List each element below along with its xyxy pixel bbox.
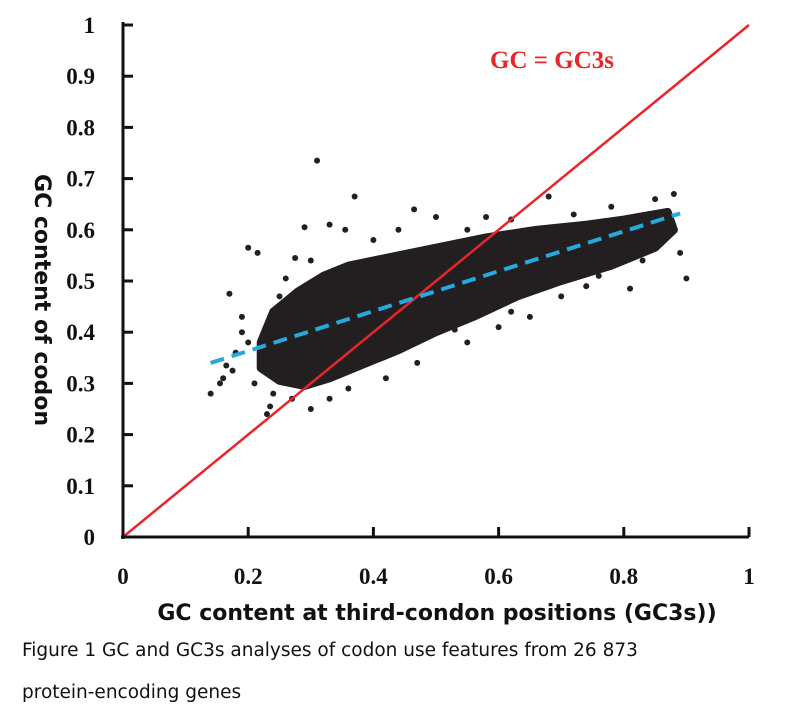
data-point [226, 290, 233, 297]
data-point [220, 375, 227, 382]
y-tick-label: 1 [84, 13, 96, 38]
data-point [245, 339, 252, 346]
data-point [495, 324, 502, 331]
y-tick-label: 0 [84, 525, 96, 550]
data-point [652, 196, 659, 203]
data-point [370, 237, 377, 244]
scatter-chart: 0 0.1 0.2 0.3 0.4 0.5 0.6 0.7 0.8 0.9 1 0 0.2 0.4 0.6 0… [29, 13, 755, 626]
data-point [254, 249, 261, 256]
data-point [658, 237, 665, 244]
dense-point-cloud [256, 207, 678, 390]
data-point [677, 249, 684, 256]
data-point [292, 254, 299, 261]
data-point [351, 193, 358, 200]
data-point [414, 359, 421, 366]
data-point [464, 226, 471, 233]
data-point [267, 403, 274, 410]
data-point [326, 221, 333, 228]
data-point [608, 203, 615, 210]
data-point [270, 390, 277, 397]
data-point [282, 275, 289, 282]
data-point [301, 224, 308, 231]
data-point [670, 190, 677, 197]
y-tick-label: 0.2 [66, 423, 95, 448]
data-point [342, 226, 349, 233]
data-point [238, 329, 245, 336]
reference-line-gc-equals-gc3s [122, 24, 750, 538]
y-tick-label: 0.6 [66, 218, 95, 243]
trend-line [210, 211, 681, 365]
data-point [683, 275, 690, 282]
y-tick-label: 0.3 [66, 371, 95, 396]
y-tick-label: 0.9 [66, 64, 95, 89]
data-point [314, 157, 321, 164]
data-point [229, 367, 236, 374]
data-point [345, 385, 352, 392]
data-point [639, 257, 646, 264]
data-point [307, 257, 314, 264]
x-tick-label: 0.8 [609, 564, 638, 589]
y-tick-label: 0.5 [66, 269, 95, 294]
x-tick-label: 0 [117, 564, 129, 589]
data-point [483, 214, 490, 220]
x-axis-label: GC content at third-condon positions (GC… [157, 601, 716, 626]
y-tick-label: 0.1 [66, 474, 95, 499]
y-tick-label: 0.7 [66, 167, 95, 192]
x-tick-label: 0.2 [234, 564, 263, 589]
data-point [382, 375, 389, 382]
y-tick-label: 0.4 [66, 320, 95, 345]
data-point [395, 226, 402, 233]
data-point [570, 211, 577, 218]
data-point [583, 283, 590, 290]
data-point [238, 313, 245, 320]
y-axis-label: GC content of codon [29, 174, 54, 426]
data-point [558, 293, 565, 300]
data-point [276, 293, 283, 300]
data-point [217, 380, 224, 387]
data-point [251, 380, 258, 387]
data-point [627, 285, 634, 292]
x-tick-label: 0.6 [484, 564, 513, 589]
data-point [245, 244, 252, 251]
data-points [207, 157, 690, 418]
data-point [263, 411, 270, 418]
data-point [526, 313, 533, 320]
x-tick-label: 1 [743, 564, 755, 589]
data-point [223, 362, 230, 369]
axes: 0 0.1 0.2 0.3 0.4 0.5 0.6 0.7 0.8 0.9 1 0 0.2 0.4 0.6 0… [66, 13, 755, 589]
data-point [307, 406, 314, 412]
data-point [326, 395, 333, 402]
data-point [207, 390, 214, 397]
data-point [451, 326, 458, 333]
reference-line-label: GC = GC3s [490, 47, 614, 74]
data-point [433, 214, 439, 220]
data-point [595, 272, 602, 279]
y-tick-label: 0.8 [66, 115, 95, 140]
data-point [464, 339, 471, 346]
figure-caption-line-2: protein-encoding genes [22, 682, 242, 703]
data-point [508, 308, 515, 315]
figure-caption-line-1: Figure 1 GC and GC3s analyses of codon u… [22, 640, 638, 661]
data-point [411, 206, 418, 213]
data-point [545, 193, 552, 200]
x-tick-label: 0.4 [359, 564, 388, 589]
